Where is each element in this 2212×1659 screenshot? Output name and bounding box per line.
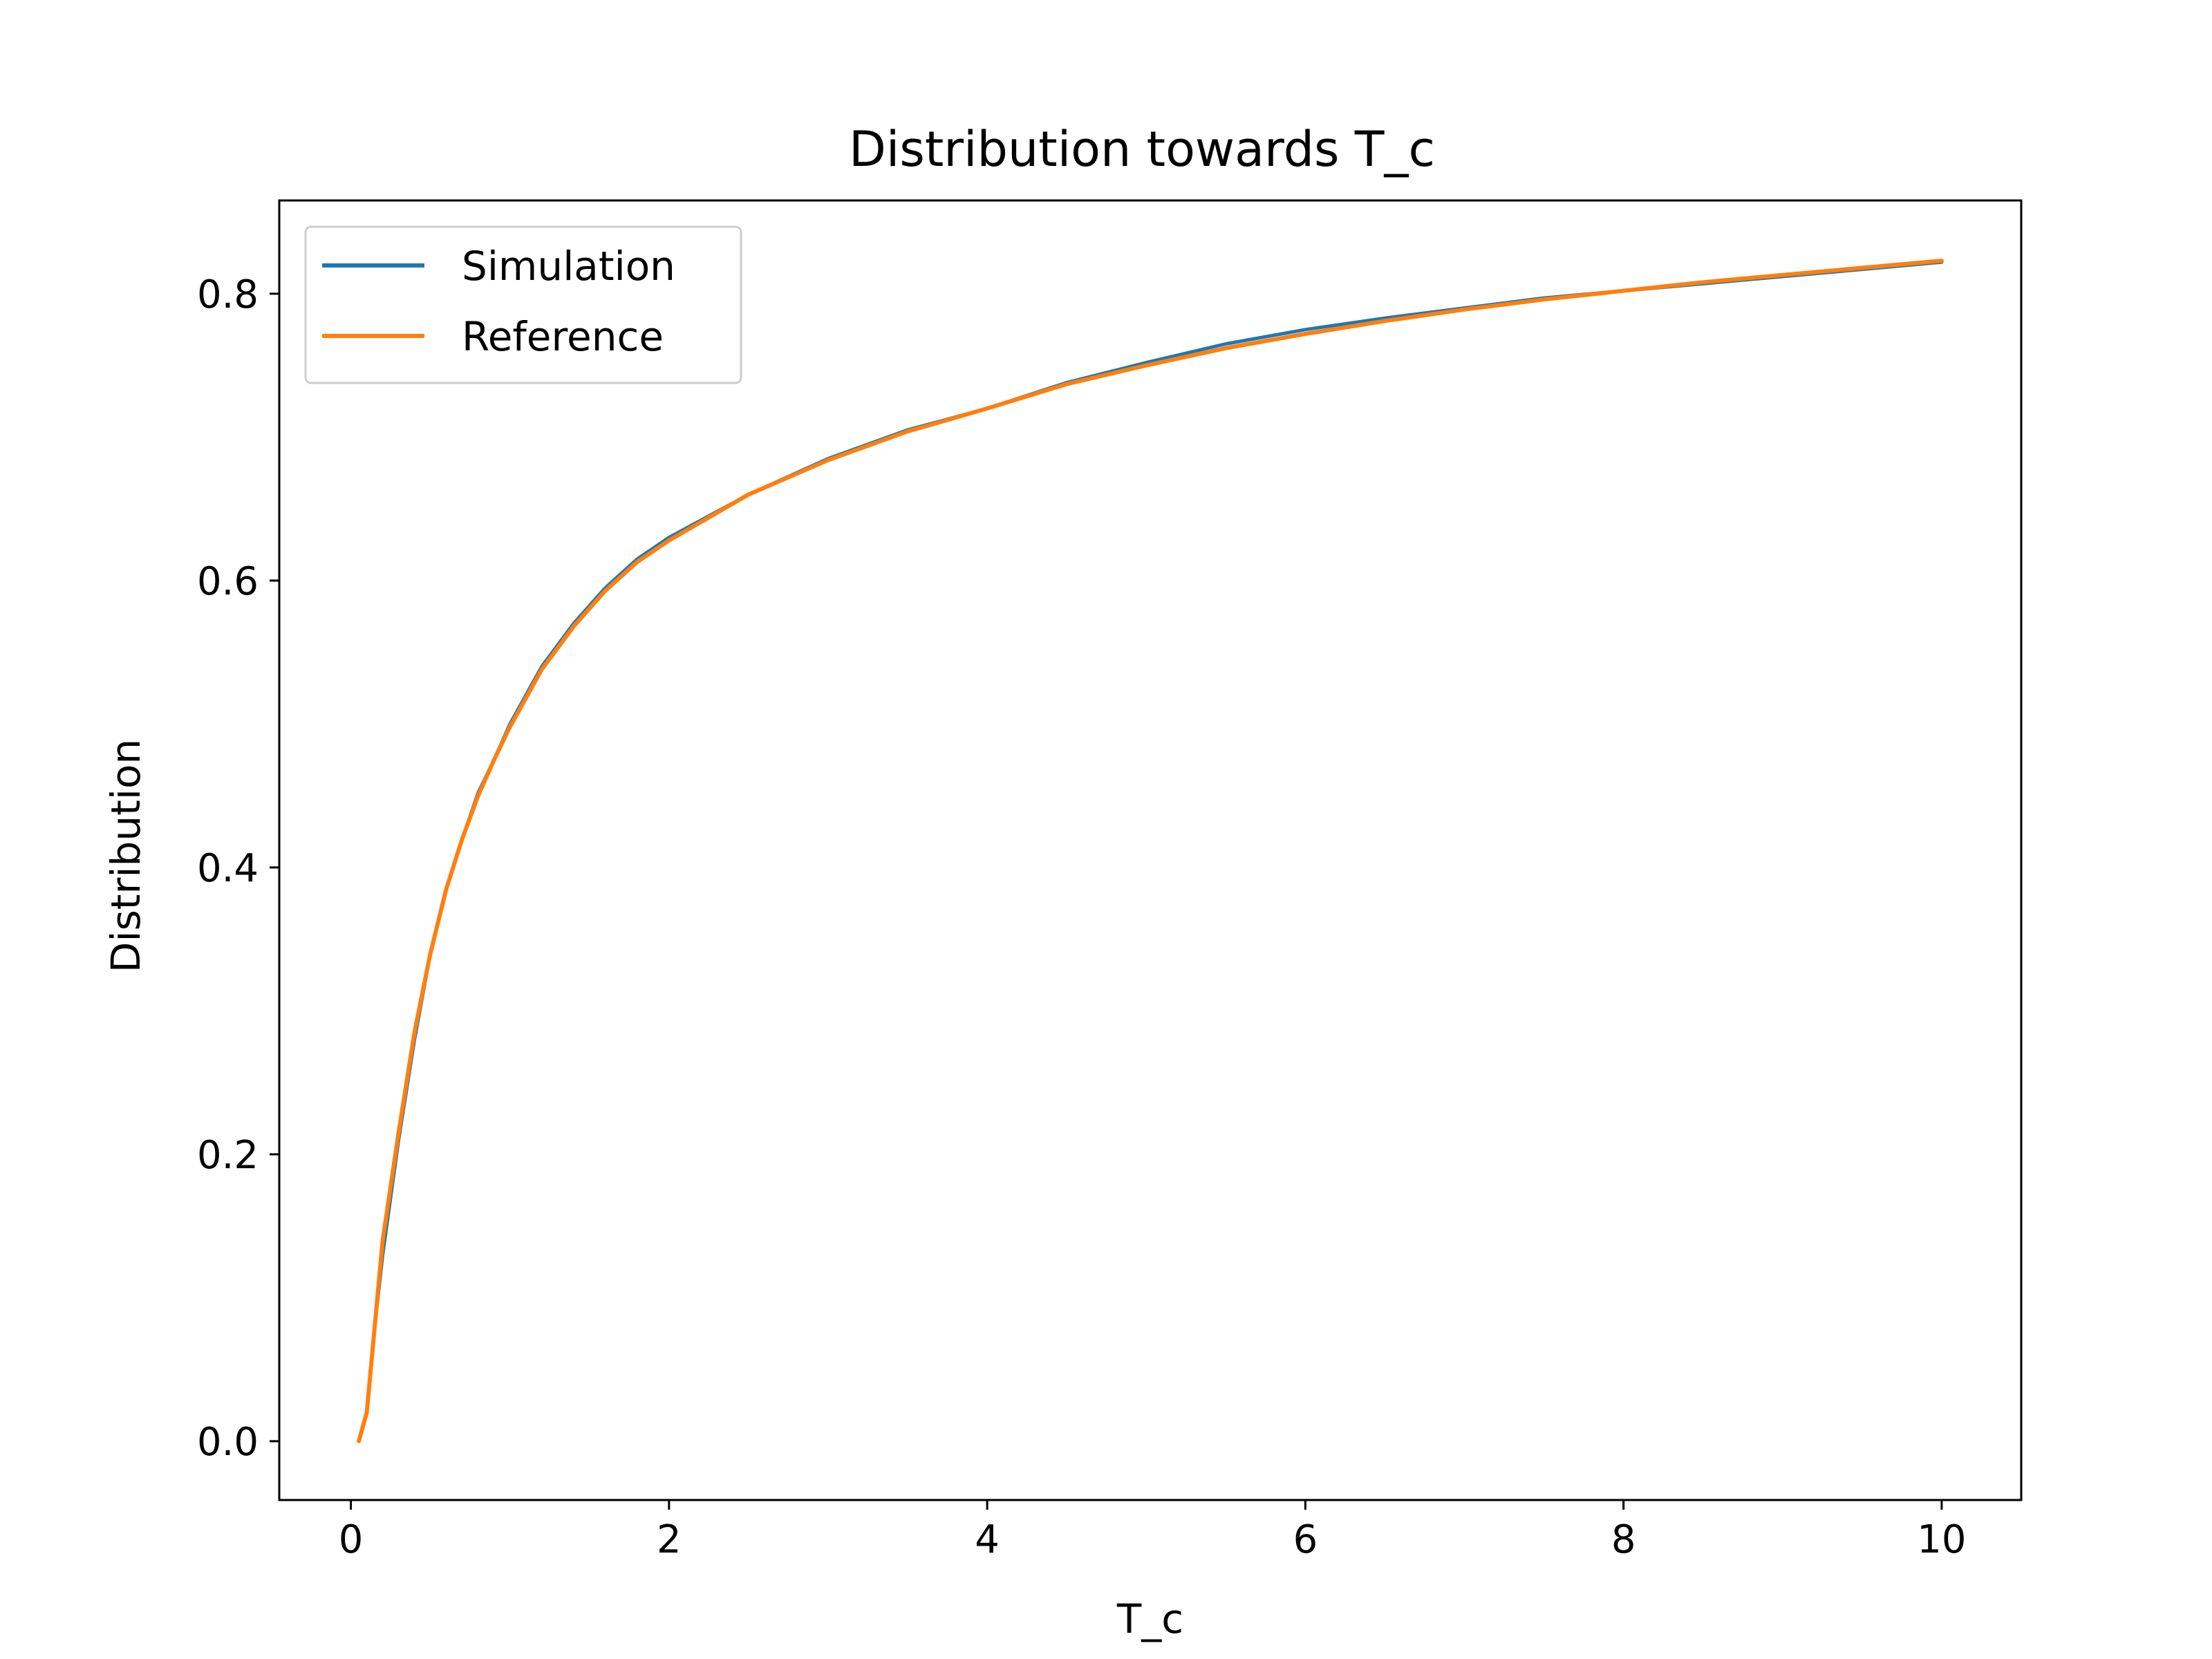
legend-label-simulation: Simulation bbox=[462, 243, 675, 290]
x-tick-label: 2 bbox=[657, 1517, 682, 1562]
legend-label-reference: Reference bbox=[462, 313, 664, 360]
x-tick-label: 4 bbox=[975, 1517, 1000, 1562]
y-tick-label: 0.4 bbox=[197, 846, 259, 891]
y-tick-label: 0.8 bbox=[197, 272, 259, 317]
x-axis-label: T_c bbox=[1116, 1595, 1183, 1642]
series-line-reference bbox=[357, 259, 1944, 1443]
x-tick-label: 0 bbox=[339, 1517, 364, 1562]
y-axis-label: Distribution bbox=[102, 739, 149, 973]
x-axis: 0 2 4 6 8 10 bbox=[339, 1500, 1967, 1562]
y-axis: 0.0 0.2 0.4 0.6 0.8 bbox=[197, 272, 279, 1465]
series-layer bbox=[357, 259, 1944, 1443]
x-tick-label: 10 bbox=[1917, 1517, 1966, 1562]
y-tick-label: 0.6 bbox=[197, 559, 259, 604]
x-tick-label: 6 bbox=[1293, 1517, 1318, 1562]
legend: Simulation Reference bbox=[304, 225, 742, 384]
x-tick-label: 8 bbox=[1611, 1517, 1636, 1562]
y-tick-label: 0.2 bbox=[197, 1133, 259, 1178]
plot-frame bbox=[278, 199, 2023, 1501]
y-tick-label: 0.0 bbox=[197, 1420, 259, 1465]
chart-title: Distribution towards T_c bbox=[849, 121, 1435, 178]
